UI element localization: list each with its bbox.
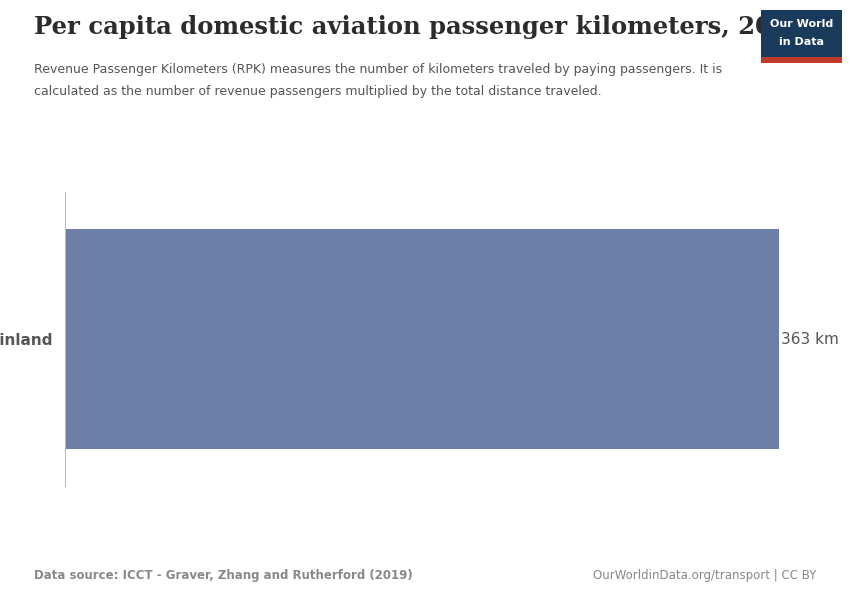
Text: 363 km: 363 km: [781, 331, 839, 346]
Text: Revenue Passenger Kilometers (RPK) measures the number of kilometers traveled by: Revenue Passenger Kilometers (RPK) measu…: [34, 63, 722, 76]
Text: Per capita domestic aviation passenger kilometers, 2018: Per capita domestic aviation passenger k…: [34, 15, 806, 39]
Text: calculated as the number of revenue passengers multiplied by the total distance : calculated as the number of revenue pass…: [34, 85, 602, 98]
Text: Data source: ICCT - Graver, Zhang and Rutherford (2019): Data source: ICCT - Graver, Zhang and Ru…: [34, 569, 413, 582]
Text: OurWorldinData.org/transport | CC BY: OurWorldinData.org/transport | CC BY: [592, 569, 816, 582]
Text: in Data: in Data: [779, 37, 824, 47]
Bar: [65, 229, 779, 449]
Text: Our World: Our World: [769, 19, 833, 29]
